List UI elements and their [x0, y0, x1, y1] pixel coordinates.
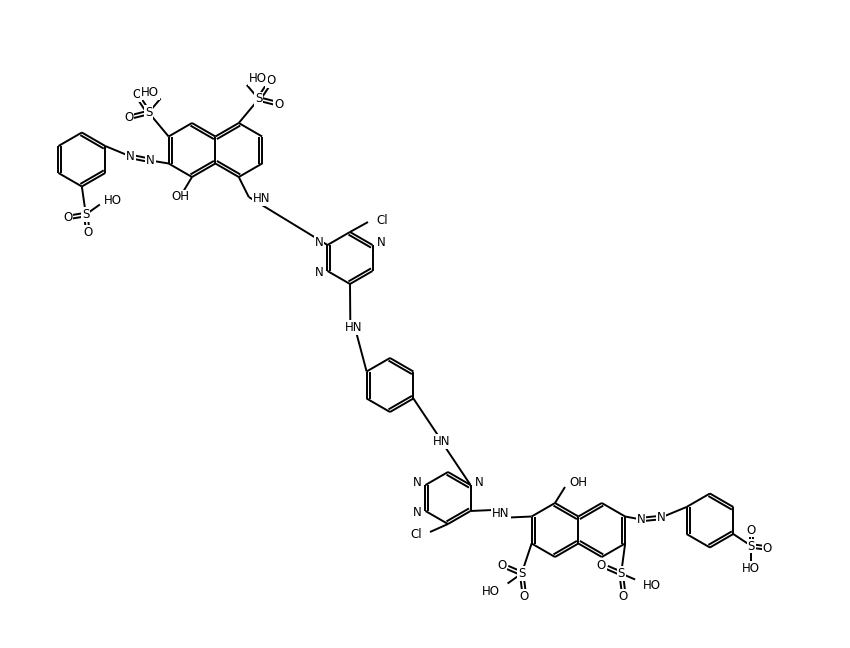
- Text: O: O: [83, 226, 93, 239]
- Text: S: S: [748, 540, 755, 553]
- Text: S: S: [82, 208, 89, 221]
- Text: S: S: [518, 567, 525, 580]
- Text: HO: HO: [482, 585, 500, 598]
- Text: O: O: [275, 97, 283, 111]
- Text: OH: OH: [569, 476, 587, 489]
- Text: O: O: [63, 211, 72, 224]
- Text: HN: HN: [492, 507, 510, 520]
- Text: HN: HN: [434, 435, 450, 448]
- Text: HN: HN: [252, 192, 270, 205]
- Text: O: O: [497, 559, 507, 572]
- Text: HO: HO: [104, 194, 122, 207]
- Text: N: N: [413, 507, 422, 520]
- Text: S: S: [145, 106, 152, 119]
- Text: O: O: [597, 559, 606, 572]
- Text: S: S: [617, 567, 625, 580]
- Text: O: O: [619, 590, 628, 603]
- Text: Cl: Cl: [376, 213, 388, 227]
- Text: N: N: [474, 476, 484, 489]
- Text: O: O: [124, 111, 133, 124]
- Text: O: O: [132, 88, 141, 101]
- Text: N: N: [637, 513, 645, 526]
- Text: O: O: [746, 524, 756, 537]
- Text: Cl: Cl: [411, 527, 422, 540]
- Text: O: O: [519, 590, 528, 603]
- Text: HN: HN: [344, 321, 362, 334]
- Text: N: N: [314, 237, 324, 249]
- Text: N: N: [377, 237, 385, 249]
- Text: O: O: [266, 75, 275, 87]
- Text: HO: HO: [742, 562, 760, 575]
- Text: N: N: [127, 150, 135, 163]
- Text: OH: OH: [171, 191, 189, 203]
- Text: HO: HO: [140, 86, 159, 99]
- Text: HO: HO: [643, 579, 661, 592]
- Text: N: N: [413, 476, 422, 489]
- Text: N: N: [657, 511, 666, 524]
- Text: O: O: [762, 542, 772, 555]
- Text: HO: HO: [249, 73, 267, 86]
- Text: N: N: [314, 266, 324, 279]
- Text: S: S: [255, 93, 263, 106]
- Text: N: N: [146, 154, 155, 167]
